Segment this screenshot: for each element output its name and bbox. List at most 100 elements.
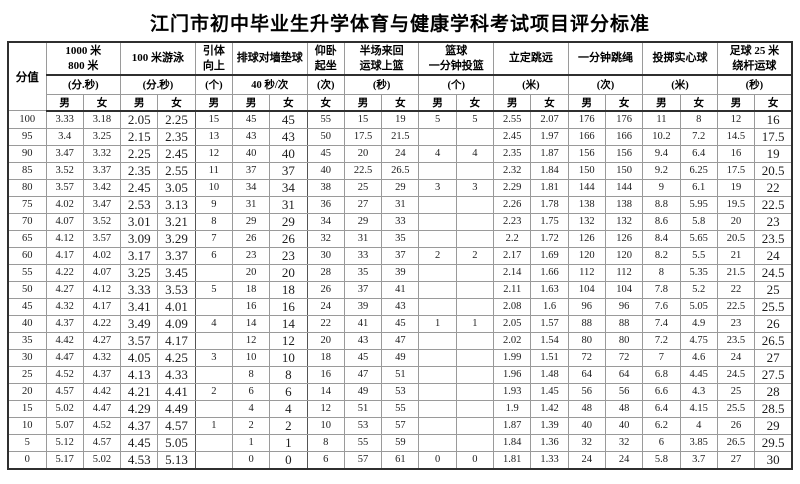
halfcourt-layup-male-cell: 57: [343, 450, 383, 469]
run-1000-800-male-cell: 3.47: [45, 144, 84, 163]
basketball-1min-shot-female-cell: [455, 263, 495, 282]
swim-100m-female-cell: 2.25: [157, 110, 196, 129]
swim-100m-male-cell: 2.45: [120, 178, 159, 197]
basketball-1min-shot-female-cell: 0: [455, 450, 495, 469]
football-25m-dribble-female-cell: 22: [754, 178, 793, 197]
score-row-100: 100 3.33 3.18 2.05 2.25 15 45 45 55 15 19 5 5 2.55 2.0…: [7, 110, 793, 129]
sit-ups-female-cell: 34: [306, 212, 345, 231]
football-25m-dribble-female-cell: 26: [754, 314, 793, 333]
volleyball-wall-dig-female-cell: 45: [269, 110, 308, 129]
football-25m-dribble-female-cell: 28: [754, 382, 793, 401]
standing-long-jump-female-cell: 1.48: [530, 365, 569, 384]
rope-skip-1min-header-line: 一分钟跳绳: [577, 52, 633, 65]
basketball-1min-shot-female-cell: [455, 433, 495, 452]
pull-ups-male-cell: [194, 365, 233, 384]
halfcourt-layup-male-cell: 53: [343, 416, 383, 435]
football-25m-dribble-header: 足球 25 米绕杆运球: [716, 41, 793, 76]
standing-long-jump-male-cell: 2.26: [493, 195, 532, 214]
swim-100m-female-cell: 4.17: [157, 331, 196, 350]
swim-100m-male-cell: 3.33: [120, 280, 159, 299]
score-cell: 80: [7, 178, 47, 197]
pull-ups-header: 引体 向上: [194, 41, 233, 76]
score-cell: 50: [7, 280, 47, 299]
solid-ball-throw-female-cell: 7.2: [679, 127, 718, 146]
volleyball-wall-dig-male-cell: 31: [231, 195, 271, 214]
swim-100m-female-cell: 3.45: [157, 263, 196, 282]
standing-long-jump-male-cell: 2.35: [493, 144, 532, 163]
score-cell: 45: [7, 297, 47, 316]
run-1000-800-female-cell: 3.52: [82, 212, 122, 231]
solid-ball-throw-male-cell: 9: [642, 178, 681, 197]
rope-skip-1min-male-cell: 144: [567, 178, 606, 197]
score-row-95: 95 3.4 3.25 2.15 2.35 13 43 43 50 17.5 21.5 2.45 1.9…: [7, 127, 793, 146]
run-1000-800-unit: (分.秒): [45, 74, 122, 95]
run-1000-800-male-cell: 3.4: [45, 127, 84, 146]
basketball-1min-shot-gender-male: 男: [418, 93, 457, 112]
swim-100m-female-cell: 5.05: [157, 433, 196, 452]
standing-long-jump-female-cell: 1.81: [530, 178, 569, 197]
swim-100m-male-cell: 2.15: [120, 127, 159, 146]
volleyball-wall-dig-male-cell: 43: [231, 127, 271, 146]
football-25m-dribble-male-cell: 25.5: [716, 399, 756, 418]
score-row-15: 15 5.02 4.47 4.29 4.49 4 4 12 51 55 1.9 1.42 48 48 6.4…: [7, 399, 793, 418]
solid-ball-throw-male-cell: 7.4: [642, 314, 681, 333]
football-25m-dribble-female-cell: 23: [754, 212, 793, 231]
run-1000-800-header-line: 1000 米: [65, 45, 102, 58]
basketball-1min-shot-female-cell: [455, 399, 495, 418]
swim-100m-male-cell: 4.37: [120, 416, 159, 435]
basketball-1min-shot-female-cell: [455, 416, 495, 435]
pull-ups-male-cell: 13: [194, 127, 233, 146]
run-1000-800-male-cell: 4.27: [45, 280, 84, 299]
rope-skip-1min-female-cell: 104: [604, 280, 644, 299]
solid-ball-throw-female-cell: 5.8: [679, 212, 718, 231]
football-25m-dribble-unit: (秒): [716, 74, 793, 95]
swim-100m-female-cell: 5.13: [157, 450, 196, 469]
score-cell: 40: [7, 314, 47, 333]
volleyball-wall-dig-male-cell: 4: [231, 399, 271, 418]
halfcourt-layup-female-cell: 59: [381, 433, 420, 452]
rope-skip-1min-male-cell: 56: [567, 382, 606, 401]
score-cell: 100: [7, 110, 47, 129]
swim-100m-gender-male: 男: [120, 93, 159, 112]
sit-ups-gender-female: 女: [306, 93, 345, 112]
pull-ups-unit: (个): [194, 74, 233, 95]
standing-long-jump-female-cell: 1.84: [530, 161, 569, 180]
standing-long-jump-male-cell: 2.05: [493, 314, 532, 333]
pull-ups-male-cell: 10: [194, 178, 233, 197]
solid-ball-throw-male-cell: 8.6: [642, 212, 681, 231]
solid-ball-throw-female-cell: 4.9: [679, 314, 718, 333]
volleyball-wall-dig-female-cell: 18: [269, 280, 308, 299]
run-1000-800-female-cell: 3.37: [82, 161, 122, 180]
volleyball-wall-dig-male-cell: 10: [231, 348, 271, 367]
halfcourt-layup-female-cell: 55: [381, 399, 420, 418]
football-25m-dribble-female-cell: 22.5: [754, 195, 793, 214]
basketball-1min-shot-female-cell: [455, 331, 495, 350]
run-1000-800-female-cell: 3.47: [82, 195, 122, 214]
solid-ball-throw-gender-female: 女: [679, 93, 718, 112]
halfcourt-layup-header: 半场来回 运球上篮: [343, 41, 420, 76]
halfcourt-layup-male-cell: 43: [343, 331, 383, 350]
rope-skip-1min-male-cell: 40: [567, 416, 606, 435]
basketball-1min-shot-male-cell: 2: [418, 246, 457, 265]
swim-100m-male-cell: 3.17: [120, 246, 159, 265]
rope-skip-1min-male-cell: 120: [567, 246, 606, 265]
score-cell: 35: [7, 331, 47, 350]
pull-ups-male-cell: 9: [194, 195, 233, 214]
volleyball-wall-dig-female-cell: 1: [269, 433, 308, 452]
solid-ball-throw-female-cell: 4.45: [679, 365, 718, 384]
scoring-standards-table: 分值 1000 米 800 米 100 米游泳 引体 向上 排球对墙垫球 仰卧 起坐 半场来回 运球…: [7, 41, 793, 470]
volleyball-wall-dig-male-cell: 16: [231, 297, 271, 316]
solid-ball-throw-gender-male: 男: [642, 93, 681, 112]
halfcourt-layup-header-line: 半场来回: [359, 45, 404, 58]
sit-ups-female-cell: 50: [306, 127, 345, 146]
standing-long-jump-female-cell: 1.33: [530, 450, 569, 469]
run-1000-800-gender-female: 女: [82, 93, 122, 112]
standing-long-jump-male-cell: 2.02: [493, 331, 532, 350]
rope-skip-1min-male-cell: 88: [567, 314, 606, 333]
football-25m-dribble-male-cell: 26: [716, 416, 756, 435]
standing-long-jump-female-cell: 1.63: [530, 280, 569, 299]
score-row-70: 70 4.07 3.52 3.01 3.21 8 29 29 34 29 33 2.23 1.75 132…: [7, 212, 793, 231]
solid-ball-throw-female-cell: 6.4: [679, 144, 718, 163]
score-row-55: 55 4.22 4.07 3.25 3.45 20 20 28 35 39 2.14 1.66 112 1…: [7, 263, 793, 282]
pull-ups-male-cell: [194, 433, 233, 452]
